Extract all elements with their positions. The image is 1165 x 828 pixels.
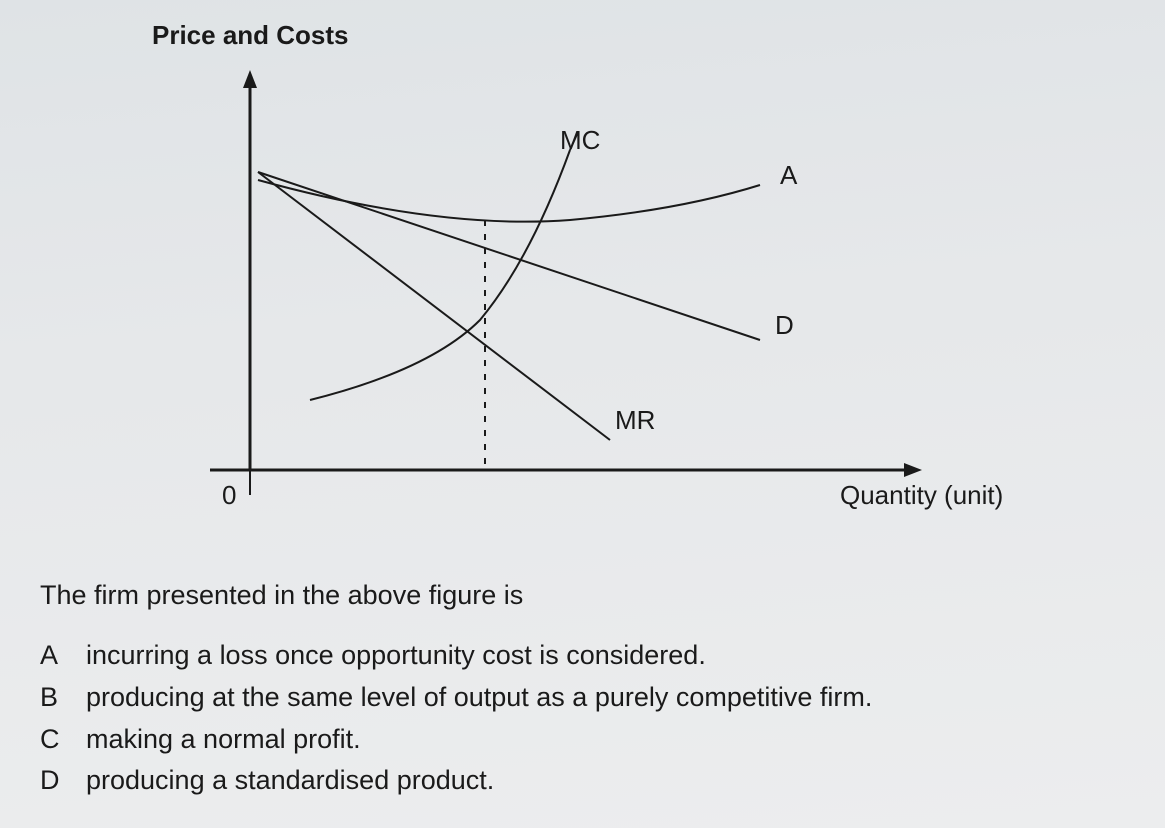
x-axis-label: Quantity (unit) [840, 480, 1003, 511]
chart-container: Price and Costs MC A D MR [140, 20, 1020, 520]
page: Price and Costs MC A D MR [0, 0, 1165, 828]
label-d: D [775, 310, 794, 341]
option-c[interactable]: C making a normal profit. [40, 719, 1120, 761]
label-mr: MR [615, 405, 655, 436]
option-letter: A [40, 635, 68, 677]
option-text: producing at the same level of output as… [86, 677, 872, 719]
options-list: A incurring a loss once opportunity cost… [40, 635, 1120, 802]
x-axis-arrow [904, 463, 922, 477]
chart-svg [140, 20, 1020, 520]
y-axis-arrow [243, 70, 257, 88]
origin-label: 0 [222, 480, 236, 511]
label-mc: MC [560, 125, 600, 156]
option-letter: C [40, 719, 68, 761]
curve-a [258, 180, 760, 222]
option-b[interactable]: B producing at the same level of output … [40, 677, 1120, 719]
option-letter: D [40, 760, 68, 802]
option-a[interactable]: A incurring a loss once opportunity cost… [40, 635, 1120, 677]
label-a: A [780, 160, 797, 191]
option-letter: B [40, 677, 68, 719]
option-d[interactable]: D producing a standardised product. [40, 760, 1120, 802]
question-prompt: The firm presented in the above figure i… [40, 575, 1120, 617]
curve-d [258, 172, 760, 340]
option-text: making a normal profit. [86, 719, 361, 761]
curve-mc [310, 150, 570, 400]
question-block: The firm presented in the above figure i… [40, 575, 1120, 802]
option-text: producing a standardised product. [86, 760, 494, 802]
option-text: incurring a loss once opportunity cost i… [86, 635, 706, 677]
